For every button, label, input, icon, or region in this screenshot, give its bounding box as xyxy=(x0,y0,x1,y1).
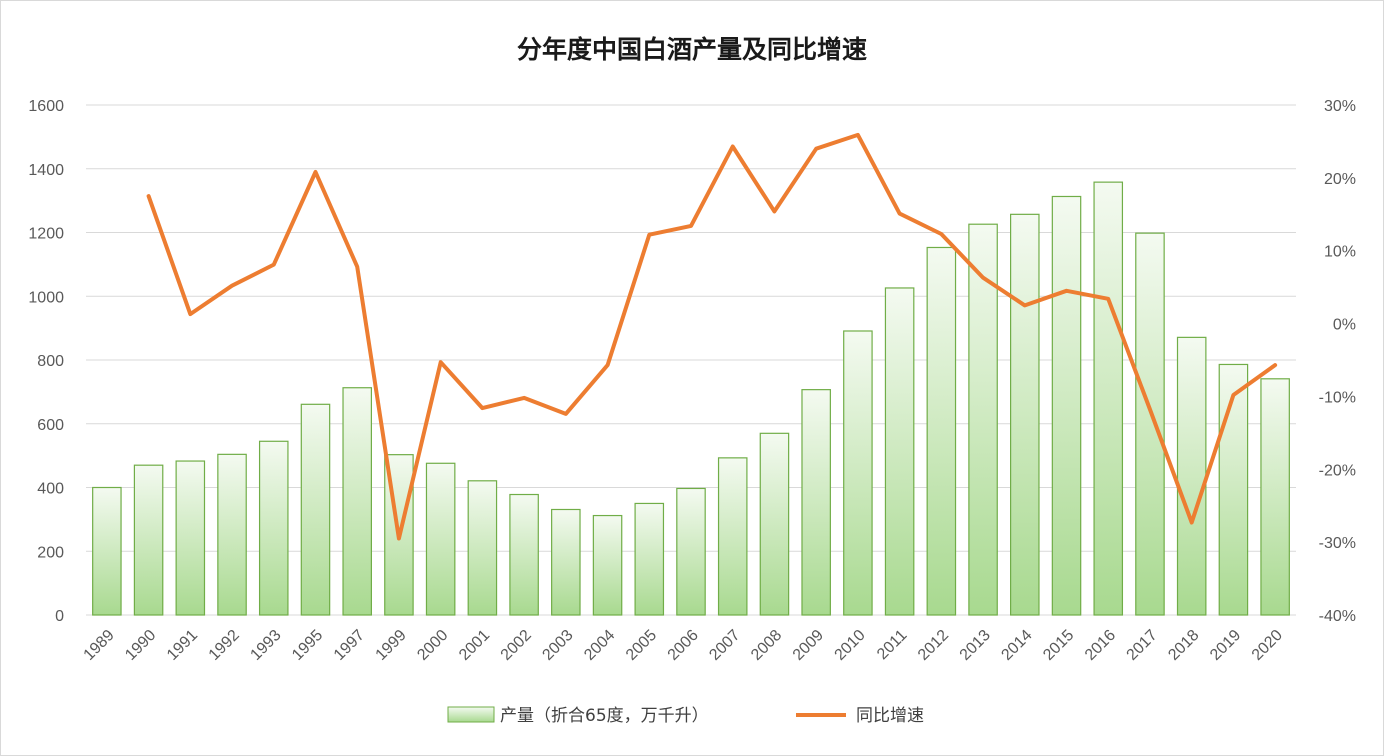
x-tick-label: 2004 xyxy=(581,627,618,664)
x-tick-label: 2008 xyxy=(748,627,785,664)
right-tick-label: 20% xyxy=(1324,171,1356,188)
right-tick-label: 10% xyxy=(1324,244,1356,261)
right-tick-label: -30% xyxy=(1319,535,1356,552)
x-tick-label: 2002 xyxy=(498,627,535,664)
left-tick-label: 1200 xyxy=(28,226,64,243)
x-tick-label: 2006 xyxy=(665,627,702,664)
right-tick-label: -20% xyxy=(1319,462,1356,479)
bar-2020 xyxy=(1260,378,1290,616)
bar-2008 xyxy=(759,432,790,616)
left-tick-label: 1000 xyxy=(28,289,64,306)
x-tick-label: 2018 xyxy=(1165,627,1202,664)
x-tick-label: 2009 xyxy=(790,627,827,664)
bar-1990 xyxy=(133,464,164,616)
x-tick-label: 2005 xyxy=(623,627,660,664)
x-tick-label: 1995 xyxy=(289,627,326,664)
chart-title: 分年度中国白酒产量及同比增速 xyxy=(517,35,867,64)
left-tick-label: 0 xyxy=(55,608,64,625)
right-tick-label: -40% xyxy=(1319,608,1356,625)
bar-2005 xyxy=(634,502,665,616)
left-tick-label: 600 xyxy=(37,417,64,434)
bar-1989 xyxy=(92,486,122,616)
x-tick-label: 1991 xyxy=(164,627,201,664)
bar-2014 xyxy=(1010,213,1040,616)
x-axis-ticks: 1989 1990 1991 1992 1993 1995 1997 1999 2000 2001… xyxy=(81,627,1287,664)
x-tick-label: 2014 xyxy=(998,627,1035,664)
bar-2011 xyxy=(884,287,915,616)
left-tick-label: 400 xyxy=(37,481,64,498)
bar-1991 xyxy=(175,460,206,616)
right-tick-label: -10% xyxy=(1319,389,1356,406)
right-tick-label: 30% xyxy=(1324,98,1356,115)
x-tick-label: 2000 xyxy=(414,627,451,664)
x-tick-label: 2015 xyxy=(1040,627,1077,664)
x-tick-label: 1997 xyxy=(331,627,368,664)
growth-line xyxy=(146,132,1278,541)
bar-2007 xyxy=(717,457,748,616)
bar-2000 xyxy=(425,462,456,616)
bar-1995 xyxy=(300,403,331,616)
bar-1993 xyxy=(258,440,289,616)
x-tick-label: 1999 xyxy=(373,627,410,664)
x-tick-label: 1992 xyxy=(206,627,243,664)
bar-2010 xyxy=(843,330,873,616)
x-tick-label: 1993 xyxy=(247,627,284,664)
x-tick-label: 2011 xyxy=(874,627,910,663)
bar-2003 xyxy=(551,508,581,616)
bar-2006 xyxy=(676,487,706,616)
legend-bar-label: 产量（折合65度，万千升） xyxy=(500,706,709,726)
legend: 产量（折合65度，万千升） 同比增速 xyxy=(447,706,924,726)
bar-2019 xyxy=(1218,363,1249,616)
x-tick-label: 1989 xyxy=(81,627,118,664)
bar-2018 xyxy=(1176,336,1207,616)
bar-series xyxy=(92,181,1290,616)
bar-1997 xyxy=(342,387,372,616)
left-tick-label: 1400 xyxy=(28,162,64,179)
right-axis-ticks: -40% -30% -20% -10% 0% 10% 20% 30% xyxy=(1319,98,1356,625)
bar-2017 xyxy=(1135,232,1165,616)
x-tick-label: 2016 xyxy=(1082,627,1119,664)
right-tick-label: 0% xyxy=(1333,317,1356,334)
x-tick-label: 2020 xyxy=(1249,627,1286,664)
left-tick-label: 800 xyxy=(37,353,64,370)
left-tick-label: 200 xyxy=(37,544,64,561)
x-tick-label: 2001 xyxy=(456,627,493,664)
x-tick-label: 1990 xyxy=(122,627,159,664)
bar-2004 xyxy=(592,514,623,616)
x-tick-label: 2010 xyxy=(832,627,869,664)
x-tick-label: 2007 xyxy=(706,627,743,664)
line-series xyxy=(146,132,1278,541)
bar-2001 xyxy=(467,480,498,616)
bar-2002 xyxy=(509,493,539,616)
legend-line-label: 同比增速 xyxy=(856,706,924,726)
legend-bar-swatch xyxy=(447,706,495,723)
left-axis-ticks: 0 200 400 600 800 1000 1200 1400 1600 xyxy=(28,98,64,625)
bar-1992 xyxy=(217,453,247,616)
x-tick-label: 2019 xyxy=(1207,627,1244,664)
bar-2016 xyxy=(1093,181,1124,616)
x-tick-label: 2003 xyxy=(539,627,576,664)
x-tick-label: 2013 xyxy=(957,627,994,664)
x-tick-label: 2012 xyxy=(915,627,952,664)
bar-2015 xyxy=(1051,195,1082,616)
bar-2013 xyxy=(968,223,998,616)
bar-2012 xyxy=(926,246,957,616)
x-tick-label: 2017 xyxy=(1124,627,1161,664)
left-tick-label: 1600 xyxy=(28,98,64,115)
bar-2009 xyxy=(801,389,831,616)
